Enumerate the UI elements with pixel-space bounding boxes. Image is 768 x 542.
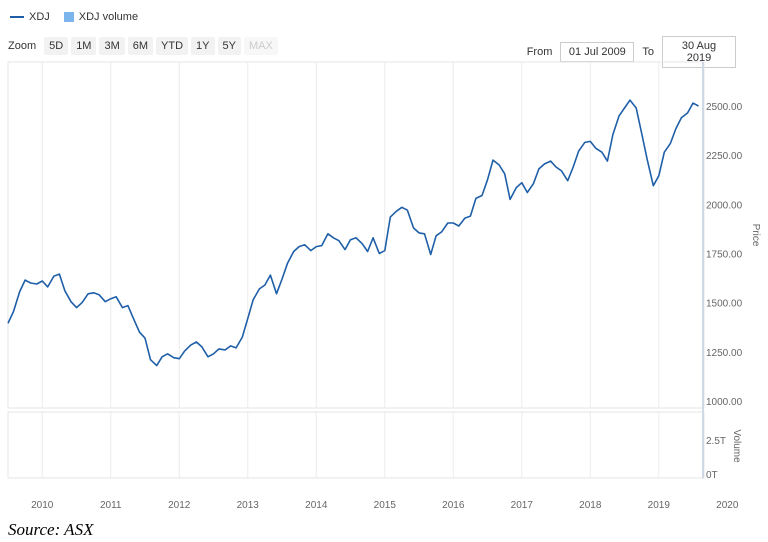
price-y-ticks: 1000.00 1250.00 1500.00 1750.00 2000.00 2250.… [706, 102, 743, 408]
zoom-label: Zoom [8, 40, 37, 52]
price-axis-label: Price [750, 224, 761, 247]
to-label: To [642, 46, 654, 58]
legend-label-xdj: XDJ [29, 11, 50, 23]
x-tick-label: 2011 [100, 500, 122, 511]
zoom-ytd-button[interactable]: YTD [156, 37, 189, 55]
price-tick-label: 2500.00 [706, 102, 743, 113]
x-tick-label: 2015 [374, 500, 397, 511]
legend-box-swatch [63, 12, 74, 22]
volume-axis-label: Volume [731, 429, 742, 463]
price-tick-label: 1250.00 [706, 348, 743, 359]
volume-y-ticks: 0T 2.5T [706, 436, 726, 481]
x-tick-label: 2013 [237, 500, 260, 511]
x-tick-label: 2019 [648, 500, 671, 511]
x-tick-label: 2020 [716, 500, 739, 511]
source-caption: Source: ASX [8, 520, 94, 539]
zoom-max-button: MAX [243, 37, 278, 55]
price-tick-label: 1750.00 [706, 250, 743, 261]
zoom-bar: Zoom 5D 1M 3M 6M YTD 1Y 5Y MAX [8, 37, 278, 55]
zoom-1y-button[interactable]: 1Y [191, 37, 215, 55]
chart-grid [41, 62, 660, 478]
from-label: From [526, 46, 553, 58]
price-tick-label: 1500.00 [706, 299, 743, 310]
price-plot-border [7, 61, 705, 409]
legend-item-xdj-volume[interactable]: XDJ volume [63, 11, 139, 23]
price-tick-label: 2250.00 [706, 151, 743, 162]
x-tick-label: 2017 [511, 500, 534, 511]
volume-plot-border [7, 411, 705, 479]
scrollbar-indicator[interactable] [702, 62, 704, 478]
zoom-5d-button[interactable]: 5D [44, 37, 69, 55]
zoom-3m-button[interactable]: 3M [99, 37, 125, 55]
x-tick-label: 2012 [168, 500, 191, 511]
x-tick-label: 2014 [305, 500, 328, 511]
x-tick-label: 2018 [579, 500, 602, 511]
legend-item-xdj[interactable]: XDJ [10, 11, 50, 23]
legend: XDJ XDJ volume [10, 8, 138, 26]
x-tick-label: 2016 [442, 500, 465, 511]
to-date-input[interactable]: 30 Aug 2019 [662, 36, 736, 68]
volume-tick-label: 0T [706, 470, 718, 481]
x-axis-ticks: 2010 2011 2012 2013 2014 2015 2016 2017 2018 2019… [31, 500, 739, 511]
price-tick-label: 2000.00 [706, 200, 743, 211]
legend-line-swatch [10, 16, 24, 18]
price-tick-label: 1000.00 [706, 397, 743, 408]
zoom-5y-button[interactable]: 5Y [217, 37, 241, 55]
price-line [7, 99, 699, 367]
date-range: From 01 Jul 2009 To 30 Aug 2019 [527, 36, 736, 68]
x-tick-label: 2010 [31, 500, 54, 511]
zoom-6m-button[interactable]: 6M [127, 37, 154, 55]
legend-label-xdj-volume: XDJ volume [78, 11, 139, 23]
zoom-1m-button[interactable]: 1M [71, 37, 97, 55]
volume-tick-label: 2.5T [706, 436, 726, 447]
